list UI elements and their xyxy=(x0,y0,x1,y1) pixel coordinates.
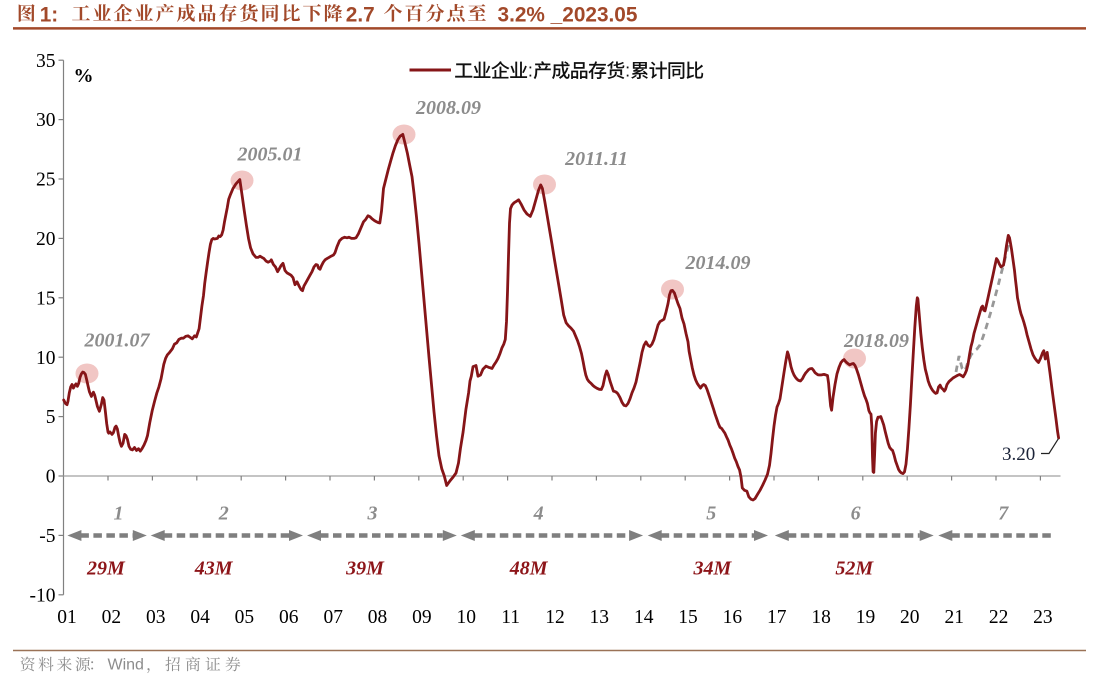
svg-text:35: 35 xyxy=(36,51,56,72)
svg-text:3.20: 3.20 xyxy=(1002,444,1035,465)
svg-text:19: 19 xyxy=(856,607,876,628)
svg-text:07: 07 xyxy=(323,607,343,628)
svg-text:22: 22 xyxy=(989,607,1009,628)
svg-text:7: 7 xyxy=(998,503,1009,525)
svg-text:Wind: Wind xyxy=(108,657,144,674)
svg-text:12: 12 xyxy=(545,607,565,628)
svg-text:08: 08 xyxy=(368,607,388,628)
svg-text:43M: 43M xyxy=(194,558,234,580)
svg-text:17: 17 xyxy=(767,607,787,628)
svg-text:18: 18 xyxy=(811,607,831,628)
svg-text:-10: -10 xyxy=(30,585,56,606)
svg-text:21: 21 xyxy=(944,607,964,628)
svg-text:13: 13 xyxy=(590,607,610,628)
svg-text::: : xyxy=(625,60,630,80)
svg-text:09: 09 xyxy=(412,607,432,628)
svg-text:05: 05 xyxy=(235,607,255,628)
svg-text:15: 15 xyxy=(678,607,698,628)
svg-text:0: 0 xyxy=(46,467,56,488)
svg-text:5: 5 xyxy=(706,503,716,525)
svg-text:1: 1 xyxy=(114,503,124,525)
svg-text:2: 2 xyxy=(218,503,229,525)
svg-text:2011.11: 2011.11 xyxy=(564,148,628,170)
svg-text:2001.07: 2001.07 xyxy=(84,329,151,351)
svg-text:-5: -5 xyxy=(39,526,55,547)
svg-text:1:: 1: xyxy=(40,4,59,27)
svg-text:52M: 52M xyxy=(835,558,874,580)
svg-text:15: 15 xyxy=(36,288,56,309)
svg-text:06: 06 xyxy=(279,607,299,628)
svg-text:20: 20 xyxy=(36,229,56,250)
svg-text:2008.09: 2008.09 xyxy=(415,97,481,119)
svg-text:20: 20 xyxy=(900,607,920,628)
svg-text:11: 11 xyxy=(501,607,520,628)
svg-text:14: 14 xyxy=(634,607,654,628)
svg-text:39M: 39M xyxy=(345,558,385,580)
svg-text:2005.01: 2005.01 xyxy=(237,143,303,165)
svg-text:5: 5 xyxy=(46,407,56,428)
svg-text:2018.09: 2018.09 xyxy=(843,330,909,352)
svg-text:30: 30 xyxy=(36,110,56,131)
svg-text:%: % xyxy=(74,65,94,87)
svg-text:48M: 48M xyxy=(509,558,549,580)
svg-text:3.2% _2023.05: 3.2% _2023.05 xyxy=(498,4,638,27)
svg-text:29M: 29M xyxy=(86,558,126,580)
svg-text:16: 16 xyxy=(723,607,743,628)
svg-text::: : xyxy=(528,60,533,80)
svg-text:23: 23 xyxy=(1033,607,1053,628)
svg-text:3: 3 xyxy=(367,503,378,525)
svg-text:6: 6 xyxy=(851,503,861,525)
svg-text:10: 10 xyxy=(36,348,56,369)
svg-text:4: 4 xyxy=(533,503,544,525)
svg-text:2.7: 2.7 xyxy=(346,4,375,27)
svg-text:03: 03 xyxy=(146,607,166,628)
svg-text:10: 10 xyxy=(456,607,476,628)
svg-text:2014.09: 2014.09 xyxy=(685,252,751,274)
svg-text:25: 25 xyxy=(36,170,56,191)
svg-text:04: 04 xyxy=(190,607,210,628)
svg-text:01: 01 xyxy=(57,607,77,628)
svg-text:34M: 34M xyxy=(693,558,733,580)
svg-text:02: 02 xyxy=(102,607,122,628)
